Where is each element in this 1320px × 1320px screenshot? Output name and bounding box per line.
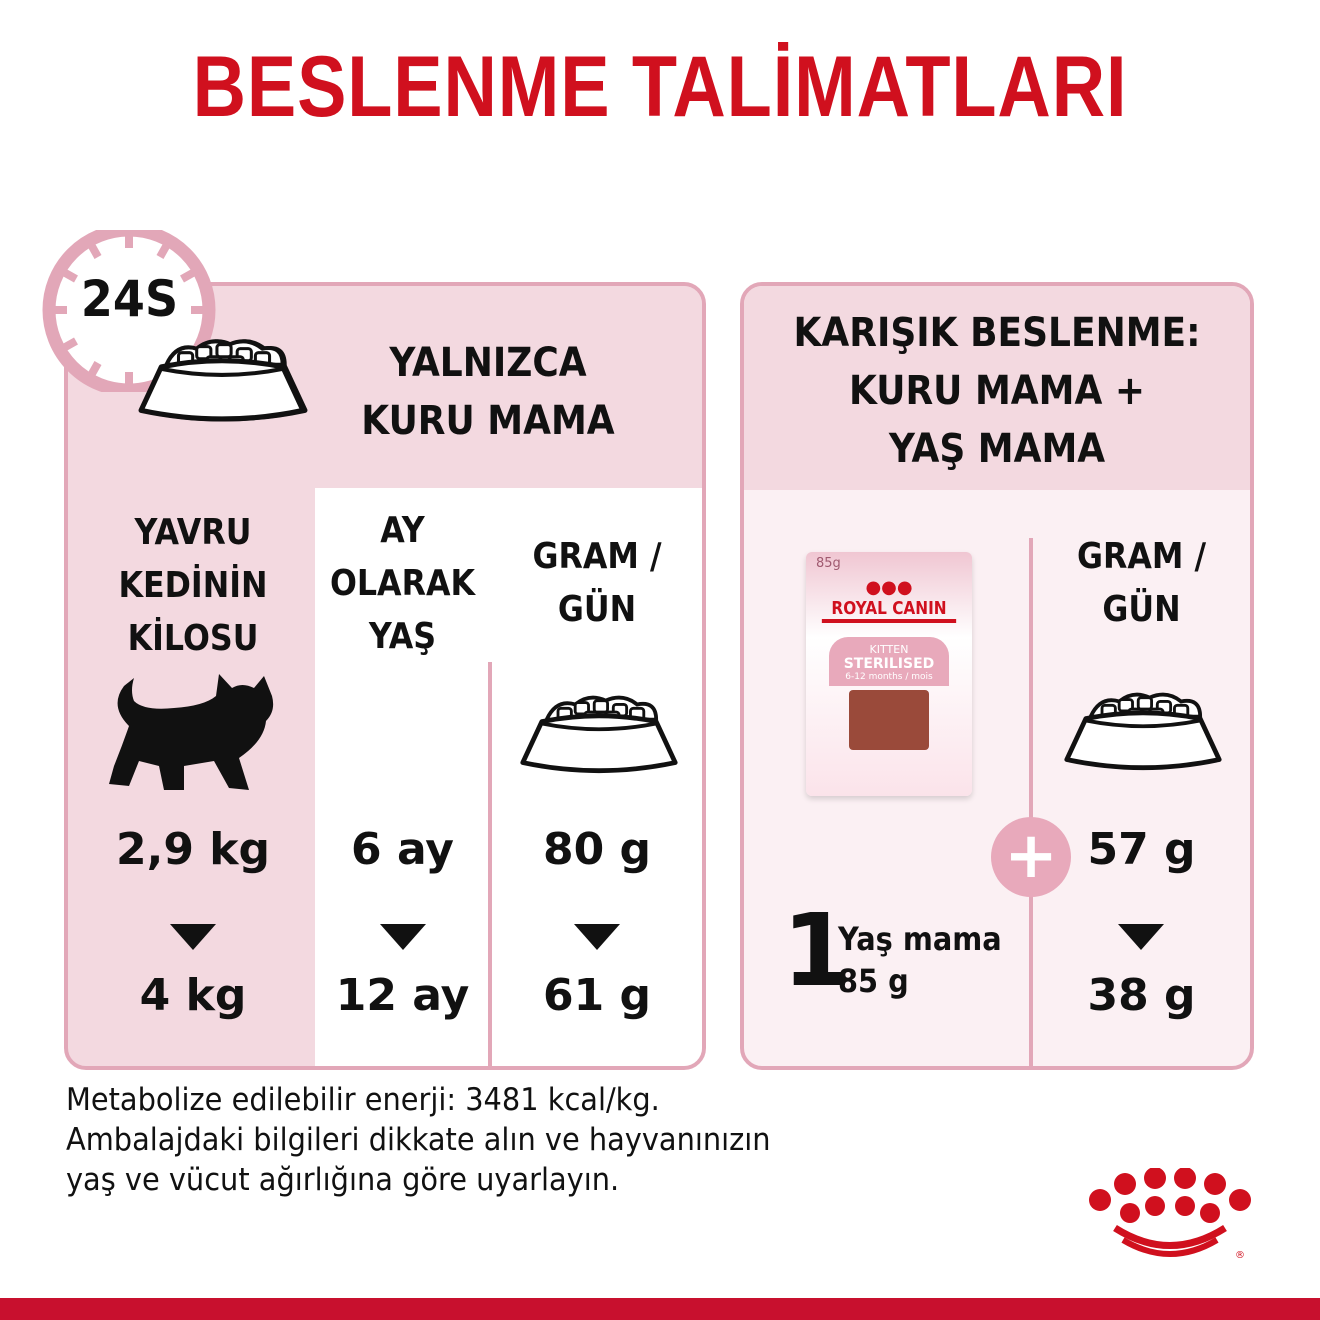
clock-label: 24S <box>80 270 179 328</box>
dry-heading: YALNIZCA KURU MAMA <box>361 340 615 444</box>
age-from: 6 ay <box>351 824 454 875</box>
arrow-down-icon <box>170 924 216 950</box>
age-column-header: AY OLARAK YAŞ <box>329 510 476 657</box>
weight-to: 4 kg <box>139 970 247 1021</box>
clock-icon <box>42 230 216 392</box>
gram-column-header: GRAM / GÜN <box>532 536 662 630</box>
gram-column-header: GRAM / GÜN <box>1076 536 1207 630</box>
mixed-heading: KARIŞIK BESLENME: KURU MAMA + YAŞ MAMA <box>793 310 1201 472</box>
gram-to: 61 g <box>542 970 652 1021</box>
gram-from: 57 g <box>1087 824 1196 875</box>
plus-icon: + <box>991 817 1071 897</box>
royal-canin-crown-logo: ® <box>1089 1168 1251 1261</box>
wet-count: 1 <box>782 892 852 1009</box>
arrow-down-icon <box>380 924 426 950</box>
gram-from: 80 g <box>542 824 652 875</box>
wet-food-pouch-image: 85g ●●● ROYAL CANIN KITTEN STERILISED 6-… <box>806 552 972 796</box>
arrow-down-icon <box>574 924 620 950</box>
column-divider <box>1029 538 1033 1066</box>
bottom-red-bar <box>0 1298 1320 1320</box>
age-to: 12 ay <box>335 970 470 1021</box>
dry-food-bowl-icon <box>136 334 308 426</box>
column-divider <box>488 662 492 1066</box>
dry-food-bowl-icon <box>1062 688 1224 774</box>
crown-icon: ●●● <box>865 577 913 598</box>
footer-note: Metabolize edilebilir enerji: 3481 kcal/… <box>66 1082 771 1198</box>
wet-label: Yaş mama 85 g <box>838 920 1002 1000</box>
kitten-silhouette-icon <box>109 674 274 790</box>
weight-from: 2,9 kg <box>115 824 271 875</box>
svg-text:®: ® <box>1235 1250 1245 1261</box>
dry-food-bowl-icon <box>518 691 680 777</box>
page-title: BESLENME TALİMATLARI <box>192 39 1128 135</box>
gram-to: 38 g <box>1087 970 1196 1021</box>
arrow-down-icon <box>1118 924 1164 950</box>
weight-column-header: YAVRU KEDİNİN KİLOSU <box>118 512 268 659</box>
mixed-feeding-card: KARIŞIK BESLENME: KURU MAMA + YAŞ MAMA GRA… <box>740 282 1254 1070</box>
dry-food-only-card: YALNIZCA KURU MAMA YAVRU KEDİNİN KİLOSU AY… <box>64 282 706 1070</box>
